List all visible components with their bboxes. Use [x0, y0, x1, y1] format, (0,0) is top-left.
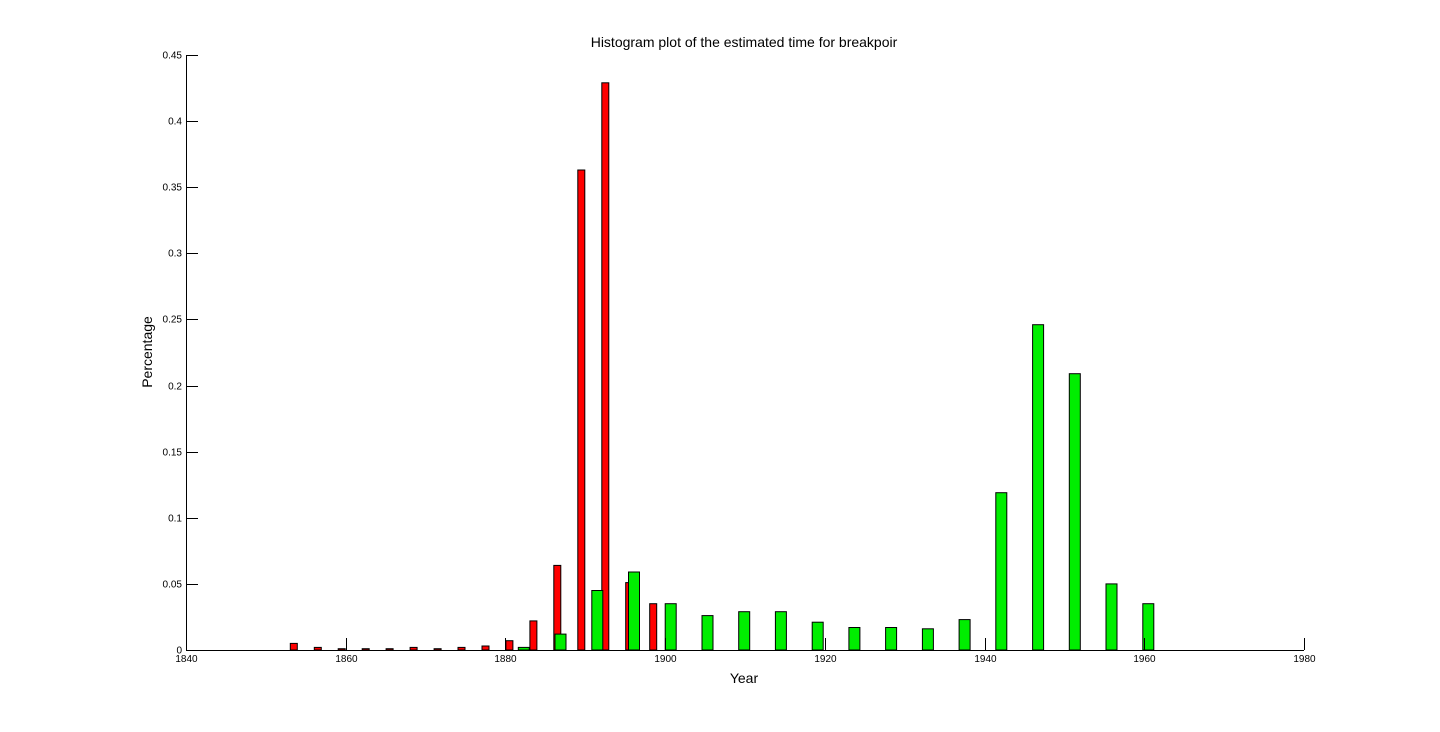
bar-series1-1 [313, 646, 322, 651]
bar-series1-12 [577, 169, 586, 651]
y-tick-label-8: 0.4 [168, 117, 182, 128]
y-tick-label-9: 0.45 [163, 51, 183, 62]
bars-group [289, 82, 1155, 651]
bar-series2-2 [554, 633, 567, 651]
bar-series2-6 [701, 615, 714, 651]
x-tick-label-4: 1920 [814, 654, 837, 665]
y-tick-label-1: 0.05 [163, 580, 183, 591]
bar-series2-16 [1068, 373, 1081, 651]
x-axis-label: Year [730, 670, 759, 686]
x-tick-label-7: 1980 [1293, 654, 1316, 665]
bar-series2-8 [774, 611, 787, 651]
bar-series2-17 [1105, 583, 1118, 651]
bar-series2-14 [995, 492, 1008, 651]
x-tick-label-1: 1860 [335, 654, 358, 665]
bar-series2-9 [811, 621, 824, 651]
bar-series2-12 [921, 628, 934, 651]
bar-series1-7 [457, 646, 466, 651]
bar-series1-15 [649, 603, 658, 651]
bar-series2-3 [591, 590, 604, 651]
bar-series2-13 [958, 619, 971, 651]
bar-series1-4 [385, 648, 394, 651]
axes-group: 0 0.05 0.1 0.15 0.2 0.25 0.3 0.35 0.4 0.45 1840 186… [163, 51, 1317, 666]
y-axis-label: Percentage [139, 316, 155, 388]
bar-series2-10 [848, 627, 861, 651]
y-tick-label-5: 0.25 [163, 315, 183, 326]
y-tick-label-4: 0.2 [168, 382, 182, 393]
y-tick-label-7: 0.35 [163, 183, 183, 194]
bar-series1-8 [481, 645, 490, 651]
x-tick-label-2: 1880 [494, 654, 517, 665]
bar-series1-5 [409, 646, 418, 651]
bar-series1-13 [601, 82, 610, 651]
bar-series2-5 [664, 603, 677, 651]
y-tick-label-3: 0.15 [163, 448, 183, 459]
bar-series1-9 [505, 640, 514, 651]
bar-series2-11 [885, 627, 898, 651]
bar-series2-15 [1032, 324, 1045, 651]
x-tick-label-6: 1960 [1133, 654, 1156, 665]
chart-title: Histogram plot of the estimated time for… [591, 34, 898, 50]
bar-series1-3 [361, 648, 370, 651]
bar-series2-1 [517, 646, 530, 651]
bar-series2-7 [738, 611, 751, 651]
x-tick-label-3: 1900 [654, 654, 677, 665]
bar-series1-6 [433, 648, 442, 651]
bar-series1-0 [289, 642, 298, 651]
y-tick-label-2: 0.1 [168, 514, 182, 525]
bar-series1-2 [337, 648, 346, 651]
y-tick-label-0: 0 [176, 646, 182, 657]
bar-series2-4 [628, 571, 640, 651]
x-tick-label-0: 1840 [175, 654, 198, 665]
y-tick-label-6: 0.3 [168, 249, 182, 260]
x-tick-label-5: 1940 [974, 654, 997, 665]
bar-series1-10 [529, 620, 538, 651]
